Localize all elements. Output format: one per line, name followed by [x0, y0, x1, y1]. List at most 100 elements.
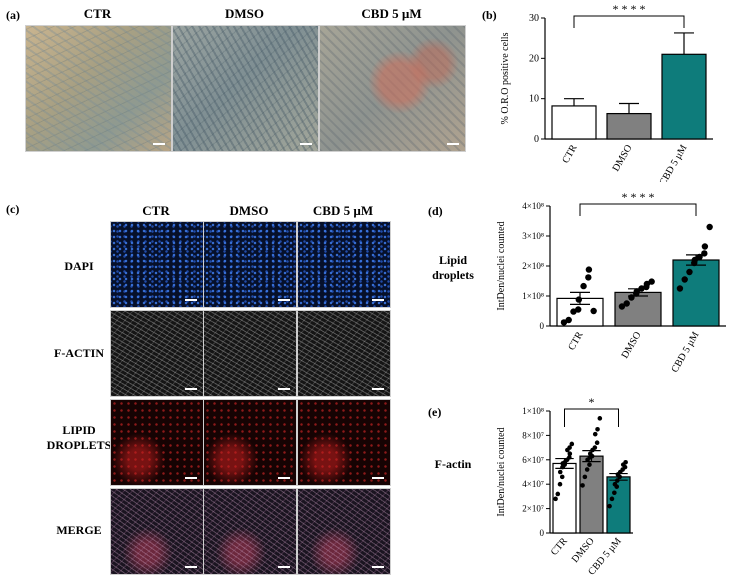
y-tick-label-d: 4×10⁸	[522, 201, 544, 211]
bar-b-1	[606, 112, 652, 140]
y-tick-label-e: 2×10⁷	[522, 504, 544, 514]
data-point-e	[555, 491, 561, 497]
row-label-f-actin: F-ACTIN	[54, 346, 104, 360]
data-point-d	[585, 266, 593, 273]
data-point-d	[701, 243, 709, 250]
data-point-e	[609, 496, 615, 502]
y-tick-label-e: 4×10⁷	[522, 479, 544, 489]
panel-a-col-cbd: CBD 5 µM	[361, 6, 422, 21]
data-point-d	[676, 285, 684, 292]
data-point-d	[560, 319, 568, 326]
data-point-e	[580, 483, 585, 488]
data-point-e	[559, 474, 565, 480]
category-label-b: CTR	[560, 143, 579, 166]
y-tick-label-e: 8×10⁷	[522, 430, 544, 440]
lipid-image-ctr	[110, 399, 204, 486]
data-point-e	[594, 440, 600, 446]
data-point-d	[681, 276, 688, 283]
bar-b-2	[661, 53, 707, 140]
data-point-e	[587, 462, 592, 467]
significance-label-d: * * * *	[622, 190, 655, 204]
data-point-e	[607, 503, 612, 509]
data-point-e	[595, 427, 600, 432]
lipid-image-dmso	[203, 399, 297, 486]
category-label-b: DMSO	[611, 143, 635, 174]
y-tick-label-b: 30	[529, 13, 539, 24]
data-point-d	[643, 280, 651, 288]
bar-b-0	[551, 105, 597, 140]
panel-label-b: (b)	[482, 8, 497, 22]
lipid-image-cbd	[297, 399, 391, 486]
significance-label-e: *	[589, 395, 595, 409]
data-point-d	[565, 316, 572, 324]
data-point-e	[612, 490, 617, 496]
dapi-image-dmso	[203, 221, 297, 308]
data-point-d	[580, 282, 587, 290]
data-point-e	[623, 459, 628, 465]
data-point-e	[567, 455, 572, 460]
data-point-e	[584, 467, 590, 472]
category-label-e: DMSO	[570, 536, 597, 565]
data-point-e	[582, 474, 588, 480]
data-point-e	[612, 481, 618, 487]
significance-bracket-e	[564, 408, 619, 427]
y-tick-label-e: 6×10⁷	[522, 455, 544, 465]
side-label-f-actin: F-actin	[434, 457, 472, 471]
data-point-e	[557, 469, 563, 475]
row-label-merge: MERGE	[56, 523, 102, 537]
category-label-d: DMSO	[620, 330, 644, 361]
y-tick-label-e: 0	[540, 528, 545, 538]
dapi-image-cbd	[297, 221, 391, 308]
y-tick-label-b: 20	[529, 53, 539, 64]
data-point-e	[557, 481, 563, 487]
data-point-d	[633, 288, 640, 295]
panel-c-col-ctr: CTR	[142, 203, 170, 218]
brightfield-image-ctr	[25, 25, 172, 152]
data-point-d	[691, 256, 698, 264]
data-point-e	[597, 416, 603, 421]
f-actin-image-ctr	[110, 310, 204, 397]
y-tick-label-e: 1×10⁸	[522, 406, 544, 416]
y-tick-label-b: 0	[534, 134, 539, 145]
y-axis-label-b: % O.R.O positive cells	[500, 32, 511, 124]
row-label-dapi: DAPI	[64, 259, 94, 273]
chart-f-actin: 0 2×10⁷ 4×10⁷ 6×10⁷ 8×10⁷ 1×10⁸ IntDen/nuclei …	[496, 395, 633, 578]
data-point-e	[615, 478, 620, 483]
significance-bracket-b	[573, 15, 685, 28]
dapi-image-ctr	[110, 221, 204, 308]
significance-label-b: * * * *	[613, 2, 646, 16]
bar-d-2	[672, 259, 720, 327]
row-label-lipid-droplets: LIPID DROPLETS	[46, 423, 112, 452]
data-point-d	[628, 294, 635, 301]
data-point-e	[553, 496, 558, 502]
data-point-d	[570, 308, 577, 315]
data-point-d	[701, 250, 708, 257]
data-point-e	[569, 441, 575, 447]
data-point-d	[623, 300, 630, 307]
data-point-d	[585, 274, 592, 281]
data-point-d	[618, 303, 626, 310]
data-point-d	[575, 306, 582, 313]
y-tick-label-d: 2×10⁸	[522, 261, 544, 271]
data-point-d	[706, 223, 713, 231]
panel-label-d: (d)	[428, 204, 443, 218]
merge-image-cbd	[297, 488, 391, 575]
data-point-d	[590, 307, 597, 315]
panel-c-col-dmso: DMSO	[229, 203, 269, 218]
merge-image-dmso	[203, 488, 297, 575]
bar-e-1	[579, 455, 604, 534]
f-actin-image-cbd	[297, 310, 391, 397]
brightfield-image-cbd	[319, 25, 466, 152]
data-point-d	[575, 296, 582, 303]
chart-lipid-droplets: 0 1×10⁸ 2×10⁸ 3×10⁸ 4×10⁸ IntDen/nuclei count…	[496, 190, 726, 373]
y-tick-label-d: 1×10⁸	[522, 291, 544, 301]
significance-bracket-d	[579, 203, 697, 216]
category-label-d: CTR	[566, 330, 585, 353]
data-point-d	[696, 253, 703, 261]
category-label-b: CBD 5 µM	[657, 143, 689, 182]
y-tick-label-d: 0	[540, 321, 545, 331]
f-actin-image-dmso	[203, 310, 297, 397]
panel-label-c: (c)	[6, 202, 20, 216]
panel-label-e: (e)	[428, 405, 442, 419]
chart-oro-positive: 0 10 20 30 % O.R.O positive cells CTR DMSO CBD …	[500, 2, 713, 182]
